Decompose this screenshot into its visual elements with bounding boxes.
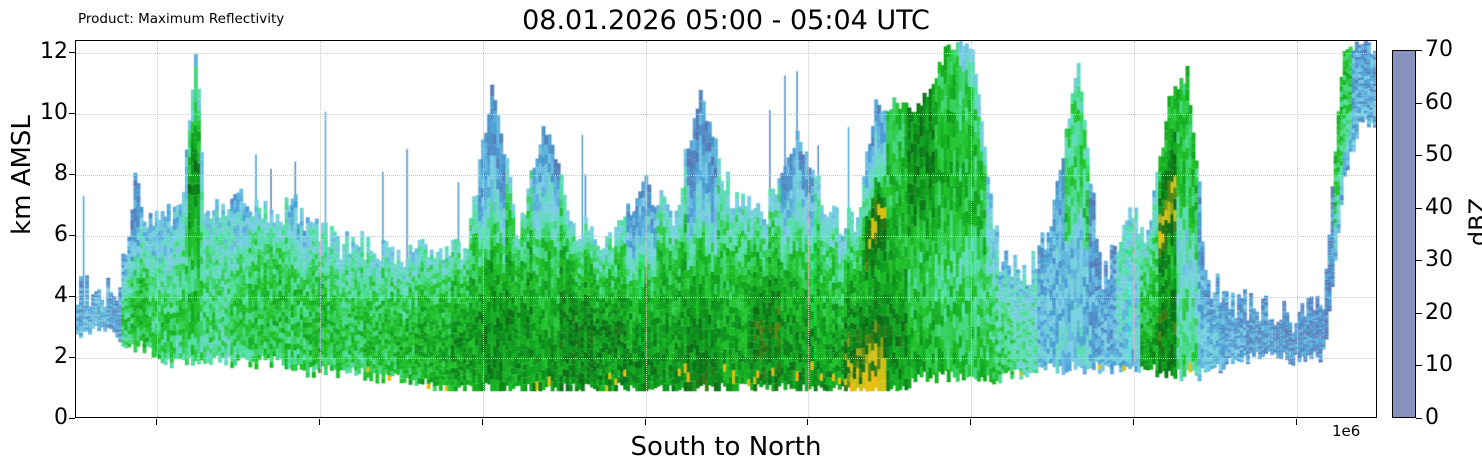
y-tick-label: 0 xyxy=(54,405,68,430)
heatmap-canvas xyxy=(76,41,1376,417)
x-tick-mark xyxy=(1295,419,1297,425)
y-tick-mark xyxy=(69,174,75,176)
colorbar-tick-mark xyxy=(1416,260,1422,262)
x-tick-mark xyxy=(644,419,646,425)
colorbar-tick-label: 60 xyxy=(1425,89,1453,115)
x-axis-exponent-label: 1e6 xyxy=(1332,422,1361,440)
colorbar-tick-label: 0 xyxy=(1425,405,1439,430)
colorbar-tick-mark xyxy=(1416,365,1422,367)
y-tick-mark xyxy=(69,235,75,237)
colorbar-tick-mark xyxy=(1416,312,1422,314)
x-tick-mark xyxy=(807,419,809,425)
y-tick-mark xyxy=(69,357,75,359)
colorbar-tick-label: 30 xyxy=(1425,247,1453,273)
x-tick-mark xyxy=(481,419,483,425)
colorbar-gradient xyxy=(1392,50,1416,418)
product-label: Product: Maximum Reflectivity xyxy=(78,11,285,27)
colorbar-tick-label: 70 xyxy=(1425,37,1453,62)
colorbar-tick-label: 50 xyxy=(1425,142,1453,168)
x-tick-mark xyxy=(970,419,972,425)
colorbar-label: dBZ xyxy=(1464,197,1482,247)
y-tick-mark xyxy=(69,296,75,298)
page-title: 08.01.2026 05:00 - 05:04 UTC xyxy=(522,5,930,36)
y-tick-label: 8 xyxy=(54,161,68,187)
y-tick-mark xyxy=(69,113,75,115)
colorbar-tick-label: 10 xyxy=(1425,352,1453,378)
y-tick-label: 10 xyxy=(40,100,68,126)
y-tick-mark xyxy=(69,418,75,419)
y-tick-label: 6 xyxy=(54,222,68,248)
x-tick-mark xyxy=(1132,419,1134,425)
x-tick-mark xyxy=(319,419,321,425)
colorbar-tick-mark xyxy=(1416,207,1422,209)
y-axis-label: km AMSL xyxy=(7,115,37,235)
y-tick-label: 12 xyxy=(40,39,68,65)
x-tick-mark xyxy=(156,419,158,425)
y-tick-mark xyxy=(69,52,75,54)
x-axis-label: South to North xyxy=(630,432,822,462)
colorbar xyxy=(1392,50,1416,418)
y-tick-label: 2 xyxy=(54,344,68,370)
colorbar-tick-label: 20 xyxy=(1425,299,1453,325)
colorbar-tick-label: 40 xyxy=(1425,194,1453,220)
plot-area xyxy=(75,40,1377,418)
colorbar-tick-mark xyxy=(1416,50,1422,51)
y-tick-label: 4 xyxy=(54,283,68,309)
colorbar-tick-mark xyxy=(1416,102,1422,104)
colorbar-tick-mark xyxy=(1416,155,1422,157)
colorbar-tick-mark xyxy=(1416,418,1422,419)
